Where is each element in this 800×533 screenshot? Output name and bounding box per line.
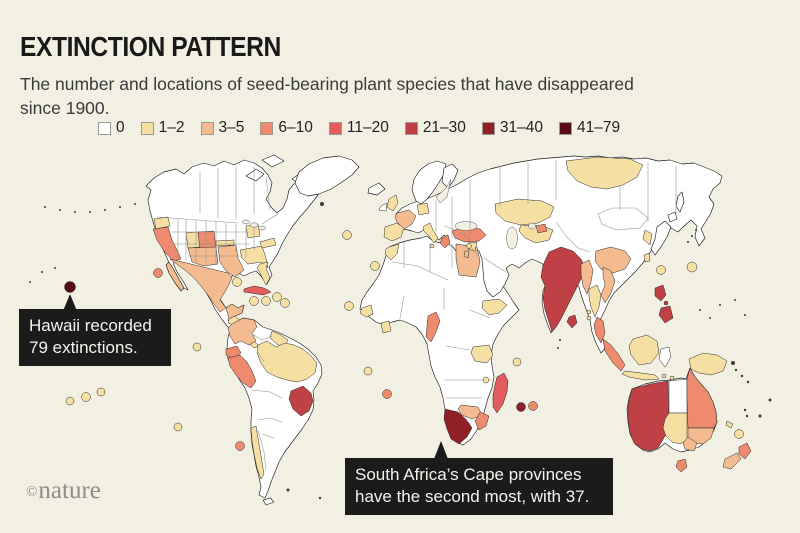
legend-label: 6–10 — [278, 119, 313, 136]
world-map — [0, 148, 800, 528]
legend-label: 21–30 — [422, 119, 466, 136]
legend-swatch — [140, 121, 154, 135]
hawaii-callout: Hawaii recorded 79 extinctions. — [19, 309, 171, 367]
legend-swatch — [559, 121, 573, 135]
choropleth-regions — [152, 156, 752, 480]
legend-item-1–2: 1–2 — [140, 119, 185, 137]
hawaii-callout-line2: 79 extinctions. — [29, 338, 138, 358]
legend: 0 1–2 3–5 6–10 11–20 21–30 31–40 41–79 — [98, 119, 620, 137]
legend-label: 3–5 — [218, 119, 245, 136]
world-map-svg — [29, 154, 772, 506]
island-specks — [29, 202, 772, 500]
south-africa-callout-line2: have the second most, with 37. — [355, 487, 590, 507]
legend-label: 11–20 — [346, 119, 389, 136]
legend-swatch — [200, 121, 214, 135]
hawaii-dot — [64, 281, 76, 293]
hawaii-callout-pointer — [63, 294, 77, 311]
south-africa-callout-pointer — [434, 441, 448, 459]
legend-item-31–40: 31–40 — [481, 119, 544, 137]
legend-item-41–79: 41–79 — [559, 119, 620, 137]
legend-item-3–5: 3–5 — [200, 119, 245, 137]
nature-logo: ©nature — [26, 477, 101, 505]
page-subtitle: The number and locations of seed-bearing… — [20, 73, 634, 118]
legend-swatch — [260, 121, 274, 135]
copyright-symbol: © — [26, 484, 38, 500]
nature-wordmark: nature — [38, 477, 101, 504]
legend-label: 31–40 — [499, 119, 544, 136]
legend-swatch — [98, 121, 111, 135]
legend-label: 1–2 — [158, 119, 185, 136]
island-dots — [64, 230, 744, 451]
inland-seas — [242, 178, 536, 250]
internal-borders — [156, 160, 677, 471]
south-africa-callout-line1: South Africa’s Cape provinces — [355, 465, 582, 484]
legend-swatch — [481, 121, 495, 135]
page-title: EXTINCTION PATTERN — [20, 30, 281, 62]
legend-item-6–10: 6–10 — [260, 119, 313, 137]
legend-label: 41–79 — [577, 119, 621, 136]
legend-swatch — [404, 121, 418, 135]
legend-label: 0 — [116, 119, 125, 136]
legend-item-11–20: 11–20 — [328, 119, 389, 137]
south-africa-callout: South Africa’s Cape provinces have the s… — [345, 458, 613, 516]
legend-item-0: 0 — [98, 119, 125, 137]
legend-item-21–30: 21–30 — [404, 119, 466, 137]
legend-swatch — [328, 121, 342, 135]
hawaii-callout-line1: Hawaii recorded — [29, 316, 152, 335]
